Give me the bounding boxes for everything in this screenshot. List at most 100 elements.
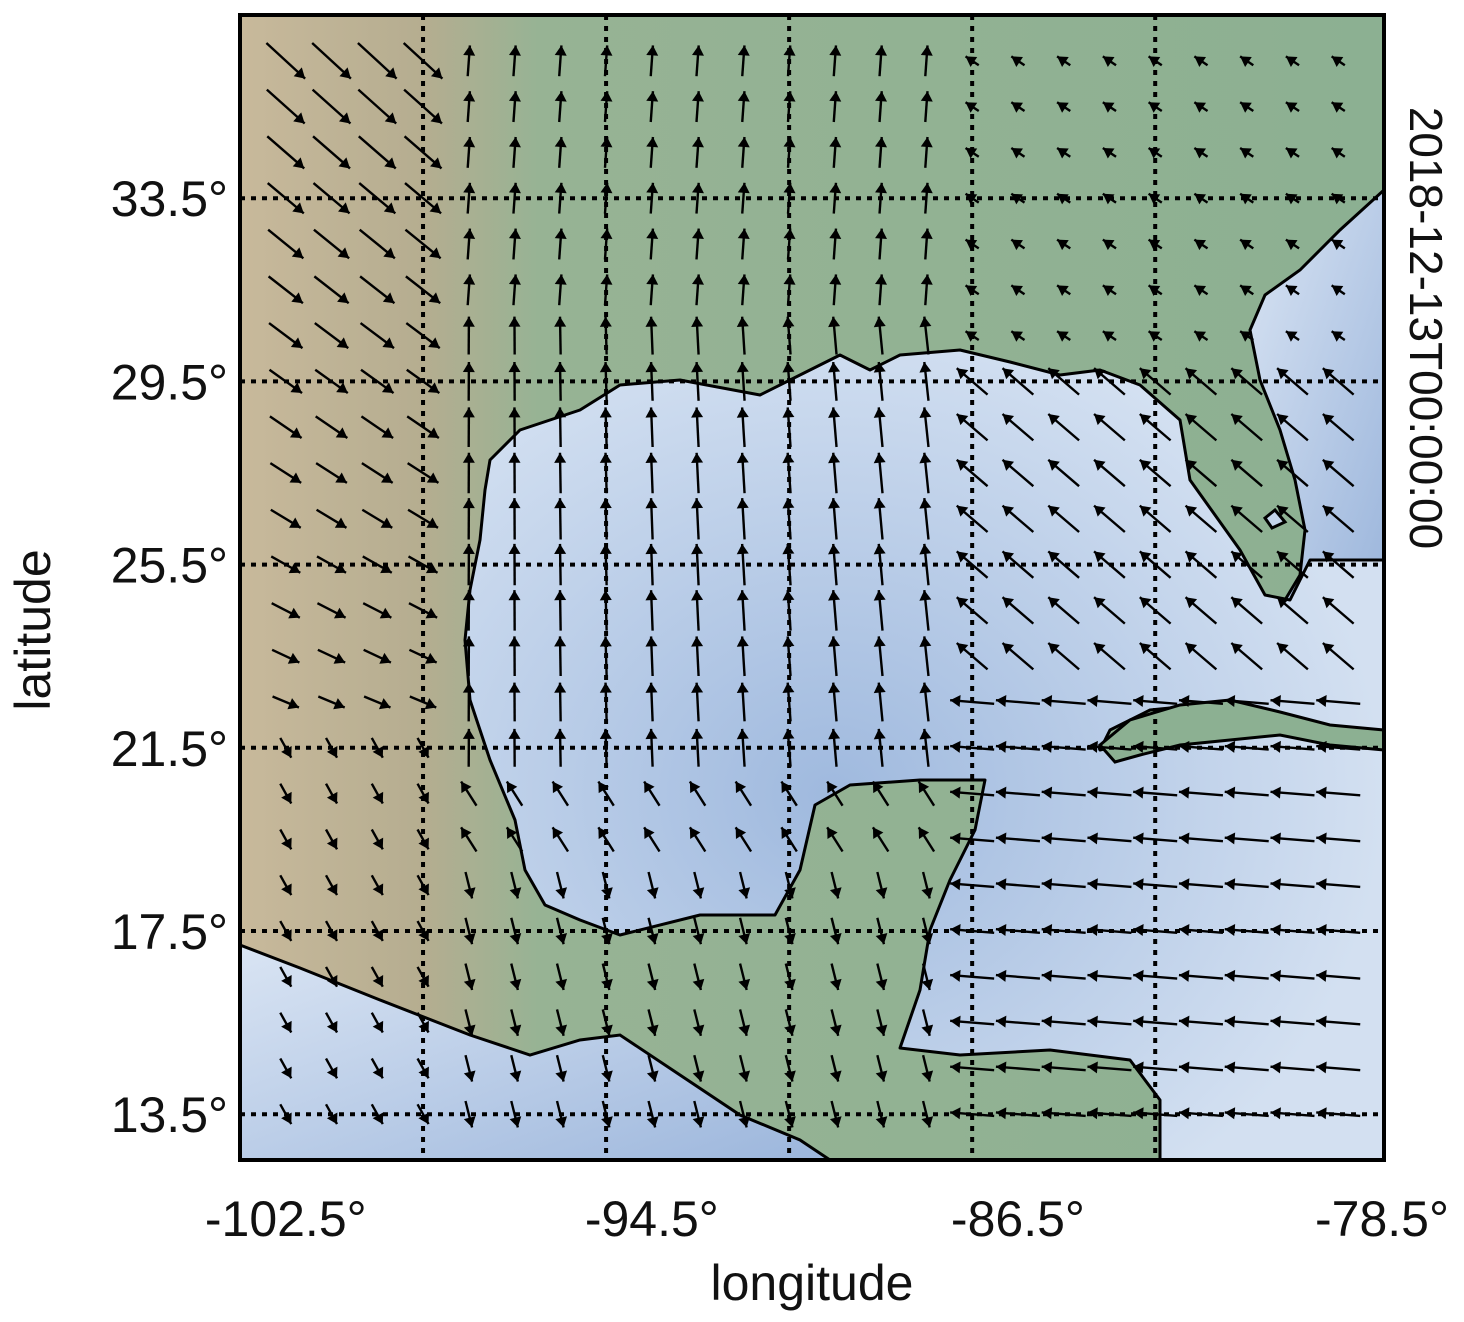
- wind-vector-arrow: [1230, 550, 1263, 579]
- wind-vector-arrow: [1330, 147, 1346, 159]
- wind-vector-arrow: [324, 920, 339, 942]
- wind-vector-arrow: [1285, 101, 1300, 113]
- wind-vector-arrow: [950, 969, 995, 982]
- wind-vector-arrow: [1239, 238, 1254, 251]
- wind-vector-arrow: [363, 648, 392, 664]
- wind-vector-arrow: [1010, 284, 1026, 296]
- wind-vector-arrow: [269, 415, 303, 439]
- wind-vector-arrow: [871, 780, 890, 807]
- wind-vector-arrow: [1102, 101, 1117, 113]
- wind-vector-arrow: [875, 1009, 888, 1037]
- wind-vector-arrow: [404, 182, 442, 215]
- wind-vector-arrow: [266, 88, 306, 125]
- wind-vector-arrow: [995, 740, 1041, 753]
- wind-vector-arrow: [324, 1057, 339, 1079]
- wind-vector-arrow: [1147, 238, 1163, 251]
- wind-vector-arrow: [1047, 413, 1080, 442]
- wind-vector-arrow: [1193, 330, 1209, 342]
- wind-vector-arrow: [1139, 458, 1172, 488]
- wind-vector-arrow: [358, 228, 396, 260]
- wind-vector-arrow: [995, 1107, 1041, 1120]
- wind-vector-arrow: [508, 182, 521, 214]
- wind-vector-arrow: [1001, 642, 1035, 671]
- wind-vector-arrow: [964, 147, 980, 159]
- wind-vector-arrow: [995, 786, 1041, 799]
- wind-vector-arrow: [601, 1009, 613, 1037]
- wind-vector-arrow: [738, 1054, 751, 1082]
- wind-vector-arrow: [919, 452, 932, 494]
- wind-vector-arrow: [873, 728, 886, 767]
- wind-vector-arrow: [463, 1100, 476, 1128]
- wind-vector-arrow: [1224, 832, 1269, 845]
- wind-vector-arrow: [1041, 878, 1086, 891]
- wind-vector-arrow: [279, 783, 293, 805]
- wind-vector-arrow: [1224, 1015, 1269, 1028]
- wind-vector-arrow: [403, 135, 443, 170]
- wind-vector-arrow: [955, 642, 989, 671]
- wind-vector-arrow: [875, 182, 888, 214]
- wind-vector-arrow: [315, 415, 349, 439]
- wind-vector-arrow: [873, 682, 886, 722]
- wind-vector-arrow: [1316, 1015, 1361, 1028]
- wind-vector-arrow: [1147, 101, 1163, 113]
- wind-vector-arrow: [645, 498, 658, 540]
- wind-vector-arrow: [462, 543, 475, 586]
- wind-vector-arrow: [279, 920, 293, 942]
- wind-vector-arrow: [1093, 550, 1126, 579]
- wind-vector-arrow: [1239, 284, 1254, 296]
- wind-vector-arrow: [409, 695, 437, 710]
- y-axis-label: latitude: [5, 549, 61, 710]
- wind-vector-arrow: [873, 590, 886, 631]
- wind-vector-arrow: [920, 136, 933, 168]
- wind-vector-arrow: [691, 407, 704, 448]
- wind-vector-arrow: [1270, 1061, 1315, 1074]
- wind-vector-arrow: [463, 871, 476, 899]
- wind-vector-arrow: [324, 783, 339, 805]
- wind-vector-arrow: [645, 543, 658, 586]
- wind-vector-arrow: [599, 682, 612, 722]
- wind-vector-arrow: [645, 728, 658, 767]
- wind-vector-arrow: [269, 462, 302, 484]
- wind-vector-arrow: [875, 274, 888, 306]
- wind-vector-arrow: [1133, 786, 1178, 799]
- wind-vector-arrow: [645, 316, 658, 355]
- wind-vector-arrow: [1316, 924, 1361, 937]
- wind-vector-arrow: [734, 826, 753, 853]
- wind-vector-arrow: [1001, 413, 1035, 442]
- wind-vector-arrow: [317, 695, 346, 710]
- wind-vector-arrow: [1193, 55, 1209, 67]
- wind-vector-arrow: [921, 963, 934, 991]
- wind-vector-arrow: [599, 636, 612, 677]
- wind-vector-arrow: [416, 920, 430, 942]
- wind-vector-arrow: [324, 1103, 339, 1125]
- wind-vector-arrow: [955, 367, 989, 396]
- wind-vector-arrow: [921, 1100, 934, 1128]
- wind-vector-arrow: [1230, 413, 1263, 442]
- wind-vector-arrow: [829, 274, 842, 306]
- wind-vector-arrow: [995, 878, 1041, 891]
- wind-vector-arrow: [463, 1054, 476, 1082]
- wind-vector-arrow: [919, 497, 932, 540]
- wind-vector-arrow: [1322, 504, 1355, 533]
- wind-vector-arrow: [1102, 192, 1117, 205]
- wind-vector-arrow: [875, 871, 888, 899]
- wind-vector-arrow: [1147, 330, 1163, 342]
- wind-vector-arrow: [1093, 413, 1126, 442]
- wind-vector-arrow: [955, 550, 989, 579]
- wind-vector-arrow: [1224, 924, 1269, 937]
- wind-vector-arrow: [463, 136, 476, 168]
- wind-vector-arrow: [317, 648, 346, 664]
- wind-vector-arrow: [1276, 504, 1309, 533]
- wind-vector-arrow: [646, 274, 659, 306]
- wind-vector-arrow: [505, 780, 524, 807]
- wind-vector-arrow: [508, 543, 521, 586]
- wind-vector-arrow: [829, 228, 842, 260]
- wind-vector-arrow: [645, 407, 658, 448]
- wind-vector-arrow: [1093, 367, 1126, 396]
- wind-vector-arrow: [829, 91, 842, 123]
- wind-vector-arrow: [736, 407, 749, 448]
- wind-vector-arrow: [1087, 1015, 1132, 1028]
- wind-vector-arrow: [266, 135, 306, 170]
- wind-vector-arrow: [463, 228, 476, 260]
- wind-vector-arrow: [1276, 413, 1309, 442]
